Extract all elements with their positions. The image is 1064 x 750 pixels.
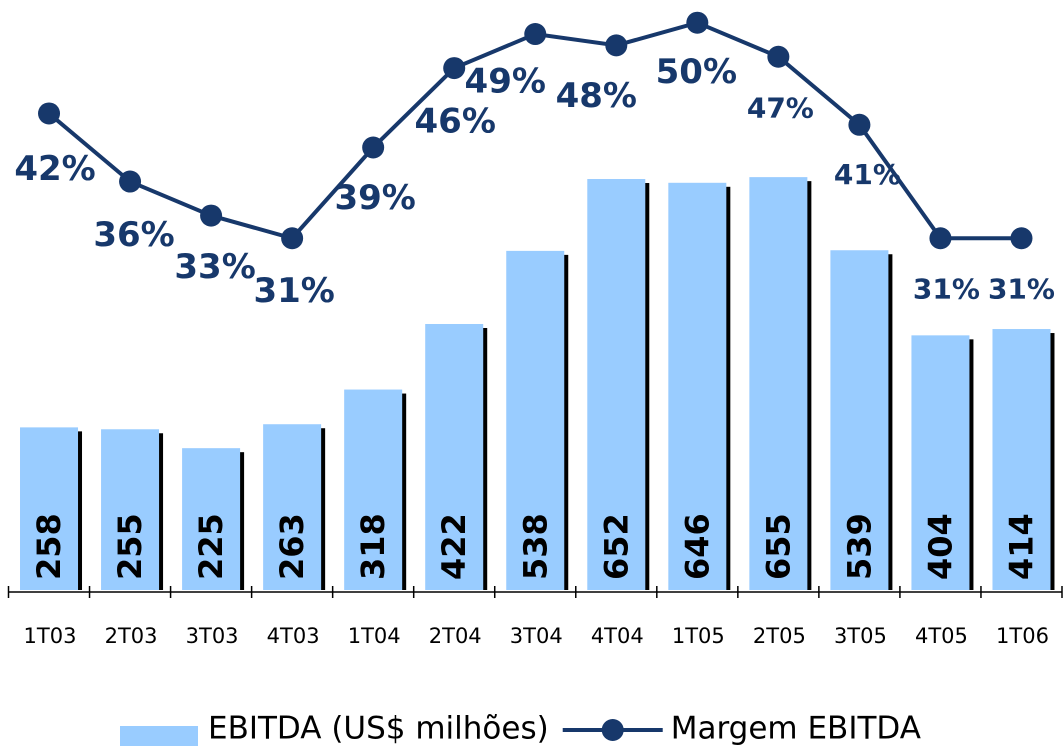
line-label: 50% [656,52,737,92]
line-marker [443,57,466,80]
line-marker [281,227,304,250]
x-tick-label: 3T05 [834,624,887,648]
x-tick-label: 4T04 [591,624,644,648]
line-label: 46% [415,102,496,142]
bar-label: 539 [840,513,878,580]
line-label: 36% [93,215,174,255]
line-label: 31% [988,272,1055,305]
bar-label: 646 [678,513,716,580]
bar [263,424,322,590]
bar-label: 422 [435,513,473,580]
bar [992,329,1051,590]
x-tick-label: 4T05 [915,624,968,648]
line-label: 39% [334,178,415,218]
bar [101,429,160,590]
x-tick-label: 3T03 [186,624,239,648]
x-tick-label: 2T03 [105,624,158,648]
legend-label: EBITDA (US$ milhões) [208,711,549,747]
bar-label: 255 [111,513,149,580]
x-tick-label: 1T03 [24,624,77,648]
bar [587,179,646,590]
bar [182,448,241,590]
x-tick-label: 3T04 [510,624,563,648]
bar-label: 258 [30,513,68,580]
legend-marker [601,719,624,741]
line-marker [929,227,952,250]
bar [425,323,484,590]
bar-label: 225 [192,513,230,580]
bar-label: 414 [1002,513,1040,580]
bar [344,389,403,590]
bar [668,182,727,591]
bar-label: 538 [516,513,554,580]
line-label: 49% [465,62,546,102]
x-tick-label: 1T06 [996,624,1049,648]
legend-label: Margem EBITDA [671,711,921,747]
line [47,20,1022,241]
bar-label: 652 [597,513,635,580]
line-marker [605,34,628,57]
x-tick-label: 1T05 [672,624,725,648]
line-label: 31% [253,271,334,311]
bar-label: 404 [921,513,959,580]
bar [830,250,889,590]
bar [911,335,970,590]
line-label: 33% [174,247,255,287]
line-label: 42% [14,149,95,189]
x-tick-label: 2T05 [753,624,806,648]
line-label: 41% [834,158,901,191]
line-marker [1010,227,1033,250]
bar-label: 655 [759,513,797,580]
line-marker [767,45,790,68]
bar-label: 318 [354,513,392,580]
bar [20,427,79,590]
x-tick-label: 2T04 [429,624,482,648]
bar-label: 263 [273,513,311,580]
line-label: 47% [747,92,814,125]
line-marker [119,170,142,193]
line-marker [38,102,61,125]
bar [749,177,808,590]
line-marker [686,11,709,34]
bar [506,250,565,590]
line-marker [848,113,871,136]
x-tick-label: 1T04 [348,624,401,648]
line-marker [200,204,223,227]
x-tick-label: 4T03 [267,624,320,648]
line-marker [362,136,385,159]
legend-swatch [120,726,198,746]
line-label: 31% [913,272,980,305]
line-marker [524,23,547,46]
line-label: 48% [556,76,637,116]
